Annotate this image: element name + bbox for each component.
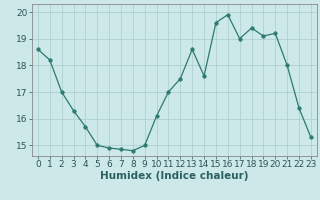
X-axis label: Humidex (Indice chaleur): Humidex (Indice chaleur) xyxy=(100,171,249,181)
